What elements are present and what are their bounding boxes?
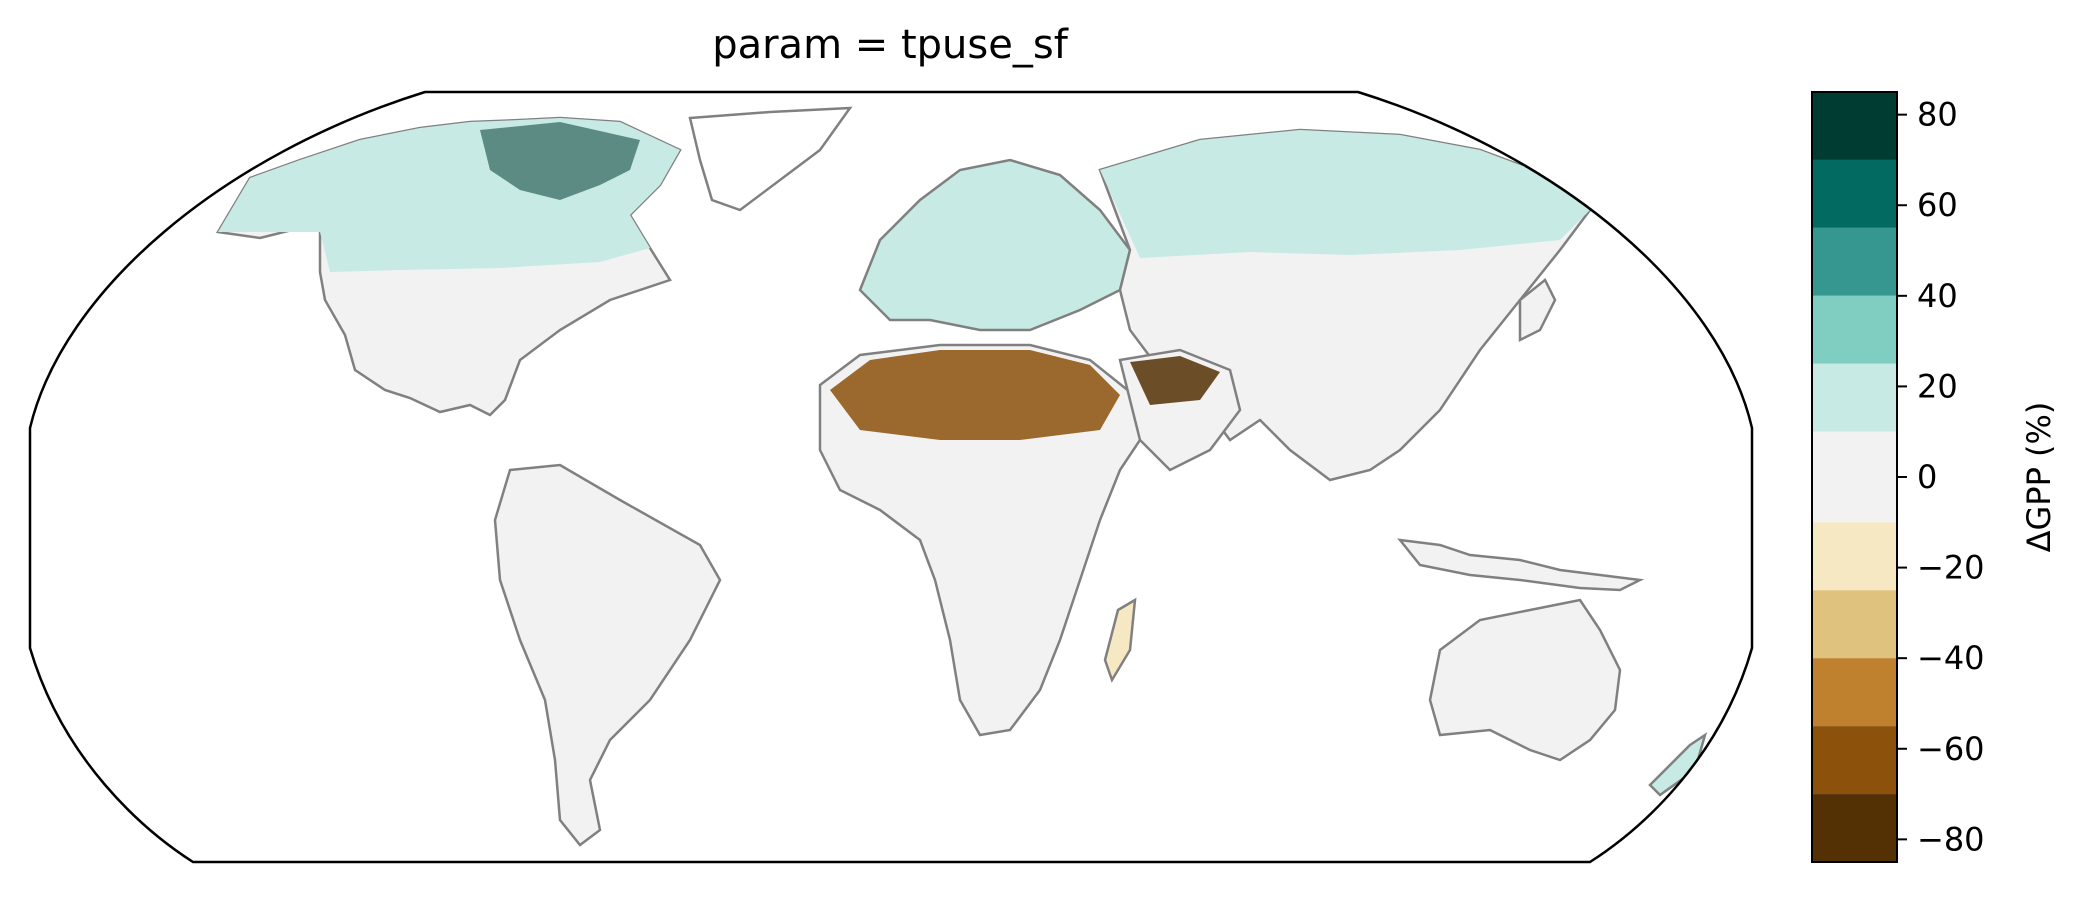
- colorbar-tick-label: 80: [1917, 96, 1958, 134]
- colorbar-bin: [1812, 794, 1897, 862]
- colorbar-bin: [1812, 726, 1897, 795]
- madagascar-land: [1103, 597, 1137, 683]
- colorbar-label: ΔGPP (%): [2020, 402, 2058, 553]
- colorbar-tick-label: 0: [1917, 458, 1937, 496]
- colorbar-bin: [1812, 295, 1897, 364]
- siberia-band: [1100, 130, 1590, 258]
- colorbar-tick-label: −20: [1917, 549, 1985, 587]
- globe-outline: [28, 90, 1754, 864]
- colorbar-tick-label: −40: [1917, 639, 1985, 677]
- world-map: [28, 90, 1754, 864]
- australia-land: [1428, 598, 1622, 762]
- colorbar-tick-label: 20: [1917, 367, 1958, 405]
- colorbar-bin: [1812, 522, 1897, 591]
- colorbar-bin: [1812, 159, 1897, 228]
- arabia-dry: [1130, 356, 1220, 405]
- colorbar-bin: [1812, 658, 1897, 727]
- canada-north-dark: [480, 122, 640, 200]
- map-title: param = tpuse_sf: [712, 22, 1068, 68]
- colorbar-tick-label: 60: [1917, 186, 1958, 224]
- new-zealand-land: [1648, 732, 1708, 797]
- colorbar-bin: [1812, 590, 1897, 659]
- colorbar-tick-label: −60: [1917, 730, 1985, 768]
- colorbar-bin: [1812, 431, 1897, 523]
- colorbar-bin: [1812, 363, 1897, 432]
- colorbar-ticks: 80 60 40 20 0 −20 −40 −60 −80: [1897, 96, 1985, 858]
- japan-land: [1518, 278, 1557, 343]
- land-layer: [215, 106, 1708, 847]
- colorbar-bin: [1812, 227, 1897, 296]
- africa-land: [818, 343, 1142, 737]
- colorbar-bins: [1812, 92, 1897, 862]
- greenland-land: [688, 106, 853, 212]
- indonesia-land: [1397, 538, 1645, 592]
- colorbar-tick-label: 40: [1917, 277, 1958, 315]
- colorbar-tick-label: −80: [1917, 820, 1985, 858]
- colorbar-bin: [1812, 92, 1897, 160]
- south-america-land: [493, 463, 722, 847]
- sahara-dry-band: [830, 350, 1120, 440]
